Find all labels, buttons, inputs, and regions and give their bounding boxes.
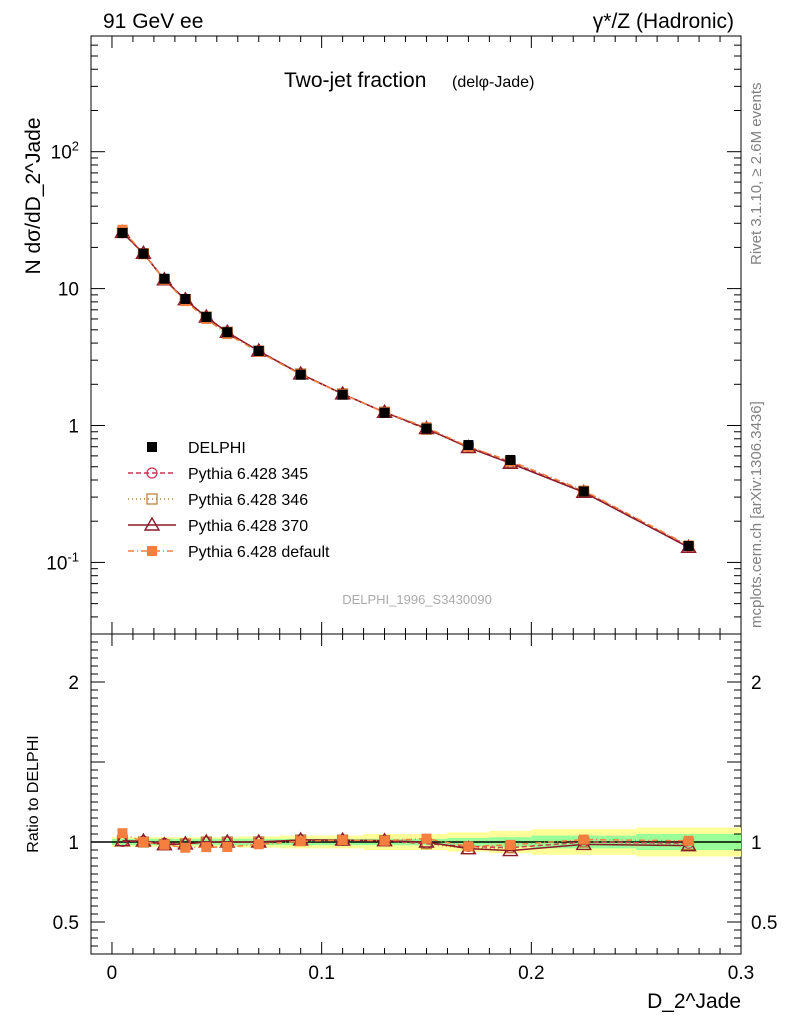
ratio-point [505, 839, 516, 850]
ratio-point [421, 833, 432, 844]
ratio-point [222, 842, 233, 852]
ratio-point [463, 841, 474, 852]
measurement-point [463, 440, 474, 451]
ratio-point [159, 839, 170, 850]
chart-title: Two-jet fraction [284, 69, 426, 92]
x-tick-label: 0.2 [518, 963, 544, 984]
ratio-tick-label-right: 2 [751, 673, 762, 694]
ratio-point [253, 839, 264, 850]
series-line [121, 229, 689, 547]
ratio-point [295, 836, 306, 847]
legend-label: Pythia 6.428 345 [188, 466, 308, 483]
header-left: 91 GeV ee [103, 10, 203, 33]
ratio-point [114, 832, 131, 847]
ratio-tick-label: 0.5 [53, 913, 79, 934]
legend-label: Pythia 6.428 370 [188, 518, 308, 535]
legend: DELPHI Pythia 6.428 345 Pythia 6.428 346 Py… [128, 440, 330, 561]
measurement-point [337, 389, 348, 400]
measurement-point [379, 407, 390, 418]
y-tick-label: 10 [58, 280, 79, 301]
ratio-tick-label-right: 0.5 [751, 913, 777, 934]
ratio-point [117, 828, 128, 839]
ratio-tick-label-right: 1 [751, 833, 762, 854]
y-tick-label: 1 [68, 417, 79, 438]
measurement-point [201, 312, 212, 323]
ratio-point [578, 834, 589, 845]
measurement-point [505, 454, 516, 465]
measurement-point [222, 327, 233, 338]
main-axis-ticks: 10-1 1 10 102 [46, 35, 742, 635]
legend-marker [143, 516, 161, 531]
x-tick-label: 0.1 [308, 963, 334, 984]
measurement-point [683, 540, 694, 551]
measurement-point [578, 486, 589, 497]
measurement-point [180, 293, 191, 304]
header-right: γ*/Z (Hadronic) [593, 10, 734, 33]
legend-marker [146, 467, 158, 479]
ratio-series-lines [114, 828, 697, 857]
measurement-point [117, 227, 128, 238]
ratio-axis-ticks: 0 0.1 0.2 0.3 0.5 0.5 1 1 2 2 [53, 633, 777, 984]
legend-label: DELPHI [188, 440, 246, 457]
legend-marker [147, 442, 157, 452]
legend-marker [147, 546, 157, 556]
x-axis-label: D_2^Jade [647, 990, 741, 1013]
ratio-point [201, 842, 212, 853]
ratio-tick-label: 2 [68, 673, 79, 694]
y-tick-label: 10-1 [46, 549, 79, 574]
legend-marker [146, 493, 158, 505]
analysis-watermark: DELPHI_1996_S3430090 [342, 592, 492, 607]
ratio-point [337, 835, 348, 846]
ratio-point [180, 842, 191, 853]
measurement-point [421, 423, 432, 434]
ratio-y-axis-label: Ratio to DELPHI [25, 735, 42, 852]
main-series-lines [114, 224, 697, 553]
legend-label: Pythia 6.428 default [188, 544, 330, 561]
ratio-tick-label: 1 [68, 833, 79, 854]
ratio-point [683, 835, 694, 846]
measurement-point [295, 369, 306, 380]
x-tick-label: 0 [107, 963, 118, 984]
measurement-point [253, 346, 264, 357]
x-tick-label: 0.3 [728, 963, 754, 984]
ratio-line [122, 832, 689, 849]
y-tick-label: 102 [51, 139, 79, 164]
legend-label: Pythia 6.428 346 [188, 492, 308, 509]
ratio-panel-frame [90, 633, 742, 955]
mcplots-label: mcplots.cern.ch [arXiv:1306.3436] [748, 401, 765, 628]
chart-subtitle: (delφ-Jade) [452, 74, 534, 91]
ratio-point [379, 835, 390, 846]
y-axis-label: N dσ/dD_2^Jade [22, 117, 45, 274]
measurement-point [138, 248, 149, 259]
ratio-point [138, 837, 149, 847]
rivet-label: Rivet 3.1.10, ≥ 2.6M events [748, 83, 765, 266]
measurement-point [159, 273, 170, 284]
